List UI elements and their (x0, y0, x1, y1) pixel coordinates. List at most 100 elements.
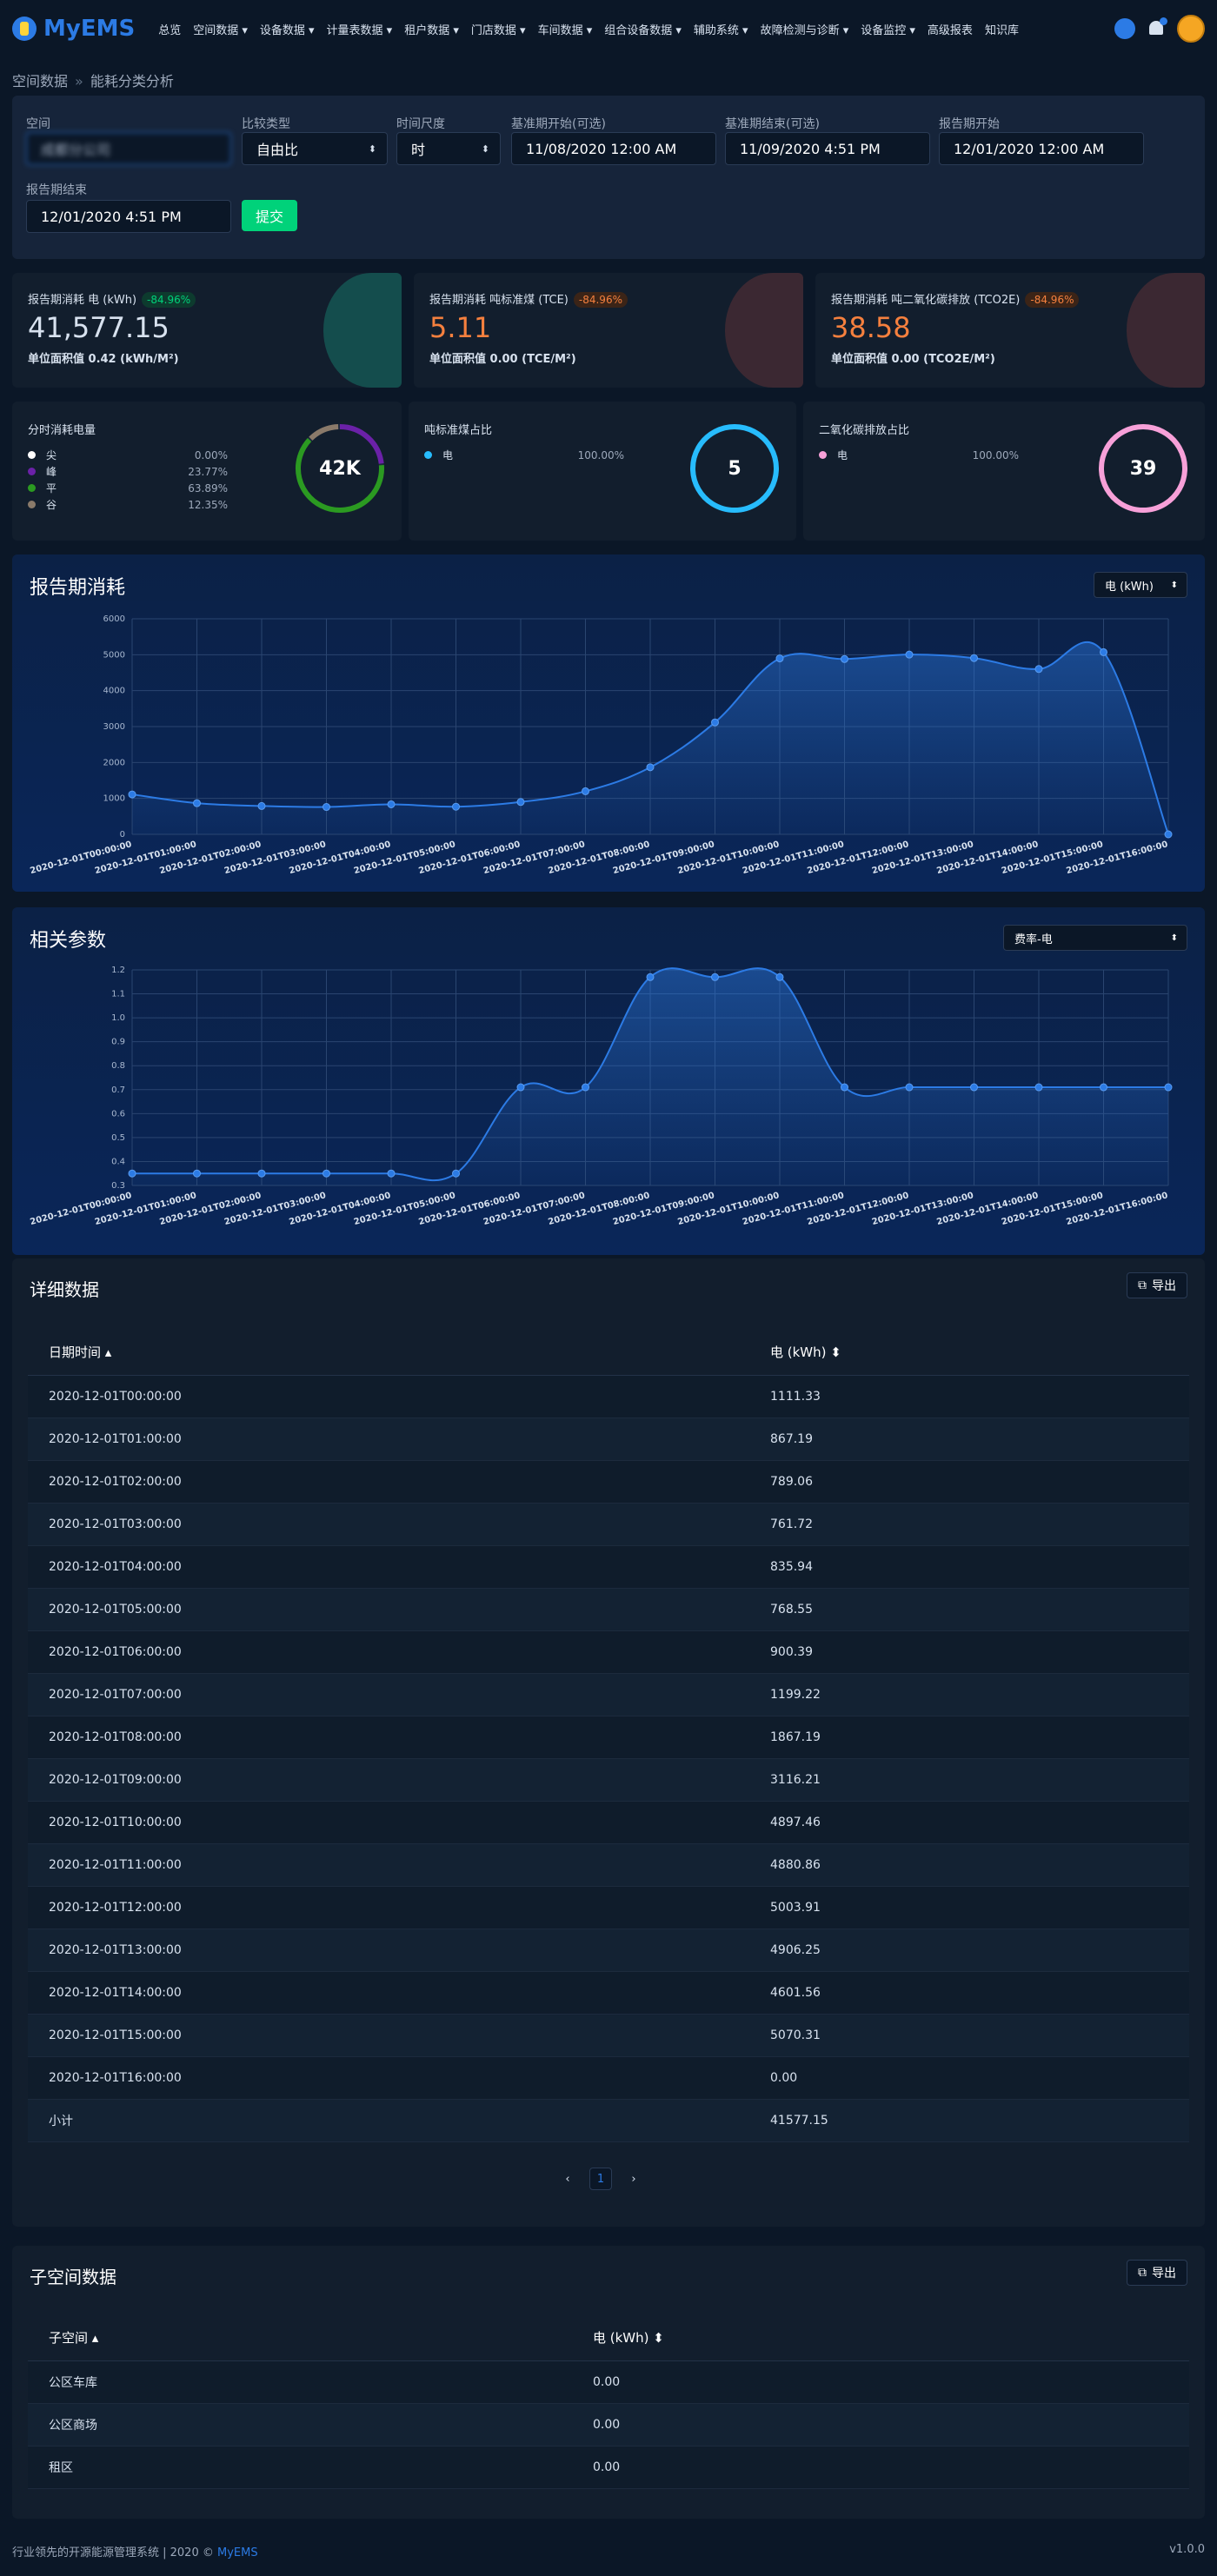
params-select[interactable]: 费率-电 (1003, 925, 1187, 951)
data-point[interactable] (711, 718, 719, 727)
data-point[interactable] (128, 790, 136, 799)
data-point[interactable] (905, 1083, 914, 1092)
data-point[interactable] (387, 1169, 396, 1178)
nav-item[interactable]: 设备监控 ▾ (861, 23, 915, 37)
report-start-input[interactable]: 12/01/2020 12:00 AM (939, 132, 1144, 165)
child-export-button[interactable]: ⧉ 导出 (1127, 2260, 1187, 2286)
data-point[interactable] (387, 800, 396, 808)
column-header-datetime[interactable]: 日期时间 ▴ (28, 1330, 749, 1376)
y-tick-label: 5000 (103, 650, 125, 660)
data-point[interactable] (582, 787, 589, 795)
legend-item[interactable]: 峰 23.77% (28, 463, 228, 480)
share-card: 分时消耗电量尖 0.00% 峰 23.77% 平 63.89% 谷 12.35% 42K (12, 402, 402, 541)
data-point[interactable] (452, 1169, 460, 1178)
nav-item[interactable]: 计量表数据 ▾ (326, 23, 393, 37)
data-point[interactable] (257, 1169, 266, 1178)
data-point[interactable] (323, 803, 330, 812)
legend-item[interactable]: 电 100.00% (424, 447, 624, 463)
data-point[interactable] (257, 801, 266, 810)
data-point[interactable] (1164, 1083, 1173, 1092)
data-point[interactable] (970, 654, 978, 662)
share-card: 二氧化碳排放占比电 100.00% 39 (803, 402, 1205, 541)
nav-item[interactable]: 故障检测与诊断 ▾ (760, 23, 849, 37)
donut-slice[interactable] (339, 424, 384, 464)
data-point[interactable] (323, 1169, 330, 1178)
value-cell: 4906.25 (749, 1929, 1189, 1972)
footer-link[interactable]: MyEMS (217, 2546, 258, 2559)
share-legend: 尖 0.00% 峰 23.77% 平 63.89% 谷 12.35% (28, 447, 228, 513)
nav-item[interactable]: 辅助系统 ▾ (693, 23, 748, 37)
energy-type-select[interactable]: 电 (kWh) (1094, 572, 1187, 598)
report-end-input[interactable]: 12/01/2020 4:51 PM (26, 200, 231, 233)
legend-item[interactable]: 尖 0.00% (28, 447, 228, 463)
legend-item[interactable]: 平 63.89% (28, 480, 228, 496)
data-point[interactable] (516, 1083, 525, 1092)
data-point[interactable] (841, 654, 848, 663)
data-point[interactable] (1100, 647, 1107, 656)
data-point[interactable] (646, 973, 655, 981)
nav-item[interactable]: 高级报表 (927, 23, 973, 37)
nav-item[interactable]: 租户数据 ▾ (404, 23, 459, 37)
data-point[interactable] (582, 1083, 589, 1092)
data-point[interactable] (516, 798, 525, 807)
nav-item[interactable]: 门店数据 ▾ (470, 23, 526, 37)
data-point[interactable] (193, 1169, 201, 1178)
legend-item[interactable]: 谷 12.35% (28, 496, 228, 513)
bell-icon[interactable] (1147, 17, 1167, 38)
data-point[interactable] (905, 650, 914, 659)
nav-item[interactable]: 空间数据 ▾ (193, 23, 248, 37)
data-point[interactable] (970, 1083, 978, 1092)
value-cell: 1199.22 (749, 1673, 1189, 1716)
data-point[interactable] (775, 973, 784, 981)
gear-icon[interactable] (1114, 18, 1135, 39)
data-point[interactable] (841, 1083, 848, 1092)
data-point[interactable] (1034, 665, 1043, 674)
base-end-input[interactable]: 11/09/2020 4:51 PM (725, 132, 930, 165)
data-point[interactable] (1034, 1083, 1043, 1092)
detail-data-card: 详细数据 ⧉ 导出 日期时间 ▴ 电 (kWh) ⬍ 2020-12-01T00:… (12, 1258, 1205, 2227)
donut-slice[interactable] (690, 424, 779, 513)
legend-name: 峰 (46, 466, 57, 478)
version: v1.0.0 (1169, 2543, 1205, 2556)
donut-slice[interactable] (309, 424, 339, 441)
data-point[interactable] (775, 654, 784, 663)
prev-page-button[interactable]: ‹ (565, 2172, 570, 2186)
nav-item[interactable]: 车间数据 ▾ (537, 23, 593, 37)
table-row: 2020-12-01T15:00:00 5070.31 (28, 2014, 1189, 2057)
compare-type-select[interactable]: 自由比 (242, 132, 388, 165)
page-1-button[interactable]: 1 (589, 2168, 612, 2190)
column-header-electricity[interactable]: 电 (kWh) ⬍ (749, 1330, 1189, 1376)
compare-type-label: 比较类型 (242, 117, 290, 131)
submit-button[interactable]: 提交 (242, 200, 297, 231)
column-header-child-space[interactable]: 子空间 ▴ (28, 2315, 572, 2361)
donut-slice[interactable] (1099, 424, 1187, 513)
data-point[interactable] (452, 802, 460, 811)
data-point[interactable] (128, 1169, 136, 1178)
next-page-button[interactable]: › (631, 2172, 636, 2186)
legend-color-dot (819, 451, 827, 459)
data-point[interactable] (646, 763, 655, 772)
nav-item[interactable]: 知识库 (984, 23, 1019, 37)
legend-item[interactable]: 电 100.00% (819, 447, 1019, 463)
avatar[interactable] (1177, 15, 1205, 43)
donut-slice[interactable] (296, 438, 384, 513)
legend-name: 尖 (46, 449, 57, 461)
value-cell: 4880.86 (749, 1843, 1189, 1887)
logo[interactable]: MyEMS (12, 16, 135, 42)
data-point[interactable] (711, 973, 719, 981)
base-start-input[interactable]: 11/08/2020 12:00 AM (511, 132, 716, 165)
data-point[interactable] (1164, 830, 1173, 839)
nav-item[interactable]: 组合设备数据 ▾ (604, 23, 682, 37)
column-header-electricity[interactable]: 电 (kWh) ⬍ (572, 2315, 1189, 2361)
data-point[interactable] (1100, 1083, 1107, 1092)
donut-center-value: 39 (1129, 457, 1157, 480)
nav-item[interactable]: 总览 (158, 23, 182, 37)
period-type-select[interactable]: 时 (396, 132, 501, 165)
space-select[interactable]: 成都分公司 (26, 132, 231, 165)
nav-item[interactable]: 设备数据 ▾ (259, 23, 315, 37)
base-end-label: 基准期结束(可选) (725, 117, 820, 131)
params-chart-title: 相关参数 (30, 930, 107, 952)
detail-export-button[interactable]: ⧉ 导出 (1127, 1272, 1187, 1298)
data-point[interactable] (193, 799, 201, 807)
breadcrumb-parent[interactable]: 空间数据 (12, 73, 69, 90)
